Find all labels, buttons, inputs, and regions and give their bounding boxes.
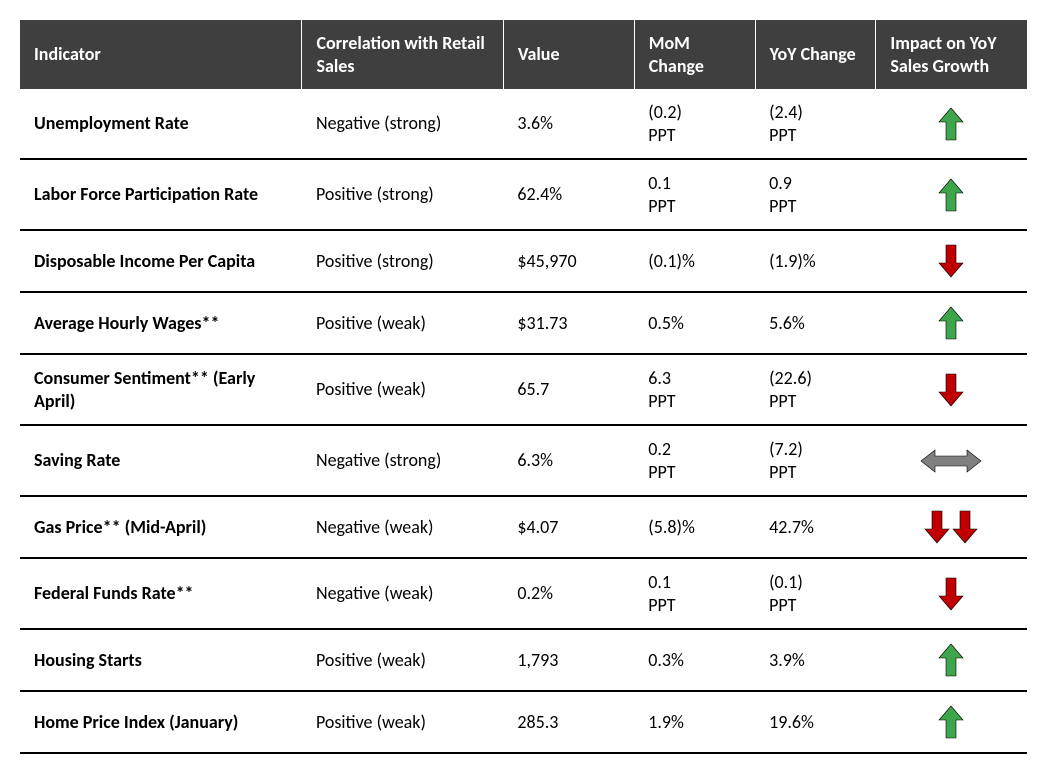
cell-mom: 0.3% [634,629,755,691]
cell-correlation: Negative (strong) [302,425,503,496]
cell-correlation: Positive (strong) [302,230,503,292]
cell-indicator: Unemployment Rate [20,89,302,159]
table-row: Consumer Sentiment** (Early April)Positi… [20,354,1027,425]
cell-indicator: Gas Price** (Mid-April) [20,496,302,558]
table-row: Average Hourly Wages**Positive (weak)$31… [20,292,1027,354]
cell-yoy: 3.9% [755,629,876,691]
cell-yoy: 19.6% [755,691,876,753]
table-row: Home Price Index (January)Positive (weak… [20,691,1027,753]
arrow-up-icon [937,182,965,204]
cell-indicator: Average Hourly Wages** [20,292,302,354]
col-header-value: Value [503,20,634,89]
cell-impact [876,691,1027,753]
cell-impact [876,292,1027,354]
cell-correlation: Positive (weak) [302,691,503,753]
cell-indicator: Labor Force Participation Rate [20,159,302,230]
cell-impact [876,230,1027,292]
cell-correlation: Negative (strong) [302,89,503,159]
arrow-up-icon [937,709,965,731]
cell-yoy: (2.4)PPT [755,89,876,159]
table-row: Saving RateNegative (strong)6.3%0.2PPT(7… [20,425,1027,496]
cell-indicator: Consumer Sentiment** (Early April) [20,354,302,425]
cell-value: 65.7 [503,354,634,425]
cell-impact [876,496,1027,558]
arrow-down-icon [937,581,965,603]
table-row: Housing StartsPositive (weak)1,7930.3%3.… [20,629,1027,691]
cell-value: 62.4% [503,159,634,230]
arrow-up-icon [937,310,965,332]
double-arrow-down-icon [923,514,979,536]
cell-mom: 0.2PPT [634,425,755,496]
col-header-yoy: YoY Change [755,20,876,89]
cell-impact [876,159,1027,230]
cell-impact [876,89,1027,159]
cell-value: 0.2% [503,558,634,629]
cell-correlation: Negative (weak) [302,496,503,558]
cell-mom: (0.2)PPT [634,89,755,159]
cell-value: 285.3 [503,691,634,753]
cell-impact [876,558,1027,629]
cell-impact [876,354,1027,425]
cell-yoy: 42.7% [755,496,876,558]
cell-mom: 0.1 PPT [634,558,755,629]
cell-value: $31.73 [503,292,634,354]
indicators-table: Indicator Correlation with Retail Sales … [20,20,1027,754]
table-row: Labor Force Participation RatePositive (… [20,159,1027,230]
table-row: Federal Funds Rate**Negative (weak)0.2%0… [20,558,1027,629]
cell-correlation: Negative (weak) [302,558,503,629]
arrow-up-icon [937,647,965,669]
cell-mom: (5.8)% [634,496,755,558]
arrow-down-icon [937,248,965,270]
cell-yoy: (1.9)% [755,230,876,292]
table-row: Disposable Income Per CapitaPositive (st… [20,230,1027,292]
cell-mom: (0.1)% [634,230,755,292]
cell-value: 1,793 [503,629,634,691]
cell-value: $45,970 [503,230,634,292]
cell-value: $4.07 [503,496,634,558]
cell-correlation: Positive (weak) [302,629,503,691]
col-header-impact: Impact on YoY Sales Growth [876,20,1027,89]
col-header-indicator: Indicator [20,20,302,89]
cell-correlation: Positive (weak) [302,292,503,354]
table-body: Unemployment RateNegative (strong)3.6%(0… [20,89,1027,753]
cell-yoy: 5.6% [755,292,876,354]
cell-yoy: (0.1) PPT [755,558,876,629]
cell-mom: 1.9% [634,691,755,753]
cell-indicator: Federal Funds Rate** [20,558,302,629]
cell-impact [876,425,1027,496]
arrow-down-icon [937,377,965,399]
table-header: Indicator Correlation with Retail Sales … [20,20,1027,89]
cell-correlation: Positive (strong) [302,159,503,230]
cell-mom: 6.3PPT [634,354,755,425]
cell-impact [876,629,1027,691]
col-header-correlation: Correlation with Retail Sales [302,20,503,89]
cell-yoy: 0.9PPT [755,159,876,230]
cell-indicator: Housing Starts [20,629,302,691]
cell-value: 6.3% [503,425,634,496]
col-header-mom: MoM Change [634,20,755,89]
table-row: Unemployment RateNegative (strong)3.6%(0… [20,89,1027,159]
cell-mom: 0.5% [634,292,755,354]
cell-indicator: Home Price Index (January) [20,691,302,753]
table-row: Gas Price** (Mid-April)Negative (weak)$4… [20,496,1027,558]
cell-correlation: Positive (weak) [302,354,503,425]
cell-indicator: Saving Rate [20,425,302,496]
cell-indicator: Disposable Income Per Capita [20,230,302,292]
cell-value: 3.6% [503,89,634,159]
arrow-up-icon [937,111,965,133]
cell-yoy: (7.2)PPT [755,425,876,496]
cell-yoy: (22.6)PPT [755,354,876,425]
cell-mom: 0.1PPT [634,159,755,230]
arrow-left-right-icon [919,448,983,470]
